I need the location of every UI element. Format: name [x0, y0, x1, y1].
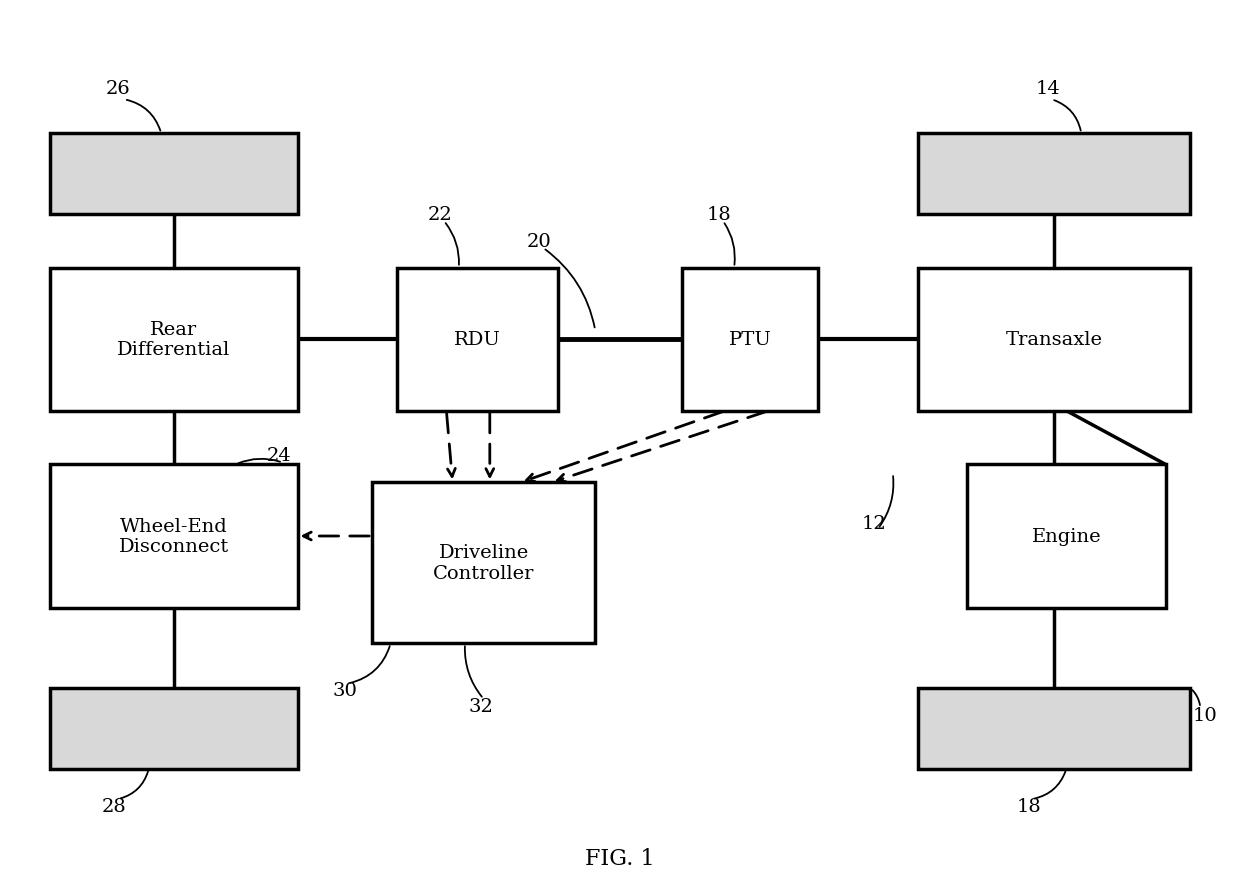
- Text: 32: 32: [469, 697, 494, 715]
- Bar: [50, 465, 298, 608]
- Text: 12: 12: [862, 514, 887, 532]
- Bar: [50, 688, 298, 769]
- Text: 28: 28: [102, 797, 126, 815]
- Text: 10: 10: [1193, 706, 1218, 724]
- Bar: [50, 134, 298, 215]
- Text: 30: 30: [332, 681, 357, 699]
- Text: Rear
Differential: Rear Differential: [117, 320, 231, 359]
- Text: 20: 20: [527, 232, 552, 250]
- Text: Engine: Engine: [1032, 527, 1101, 545]
- Bar: [918, 268, 1190, 411]
- Bar: [967, 465, 1166, 608]
- Bar: [918, 688, 1190, 769]
- Text: 26: 26: [105, 80, 130, 98]
- Text: PTU: PTU: [729, 331, 771, 349]
- Text: 14: 14: [1035, 80, 1060, 98]
- Text: 18: 18: [1017, 797, 1042, 815]
- Bar: [682, 268, 818, 411]
- Text: Wheel-End
Disconnect: Wheel-End Disconnect: [119, 517, 228, 556]
- Text: Transaxle: Transaxle: [1006, 331, 1102, 349]
- Text: Driveline
Controller: Driveline Controller: [433, 544, 534, 583]
- Bar: [918, 134, 1190, 215]
- Text: 24: 24: [267, 447, 291, 465]
- Text: RDU: RDU: [454, 331, 501, 349]
- Text: 22: 22: [428, 206, 453, 224]
- Bar: [372, 483, 595, 644]
- Text: 18: 18: [707, 206, 732, 224]
- Text: FIG. 1: FIG. 1: [585, 848, 655, 869]
- Bar: [50, 268, 298, 411]
- Bar: [397, 268, 558, 411]
